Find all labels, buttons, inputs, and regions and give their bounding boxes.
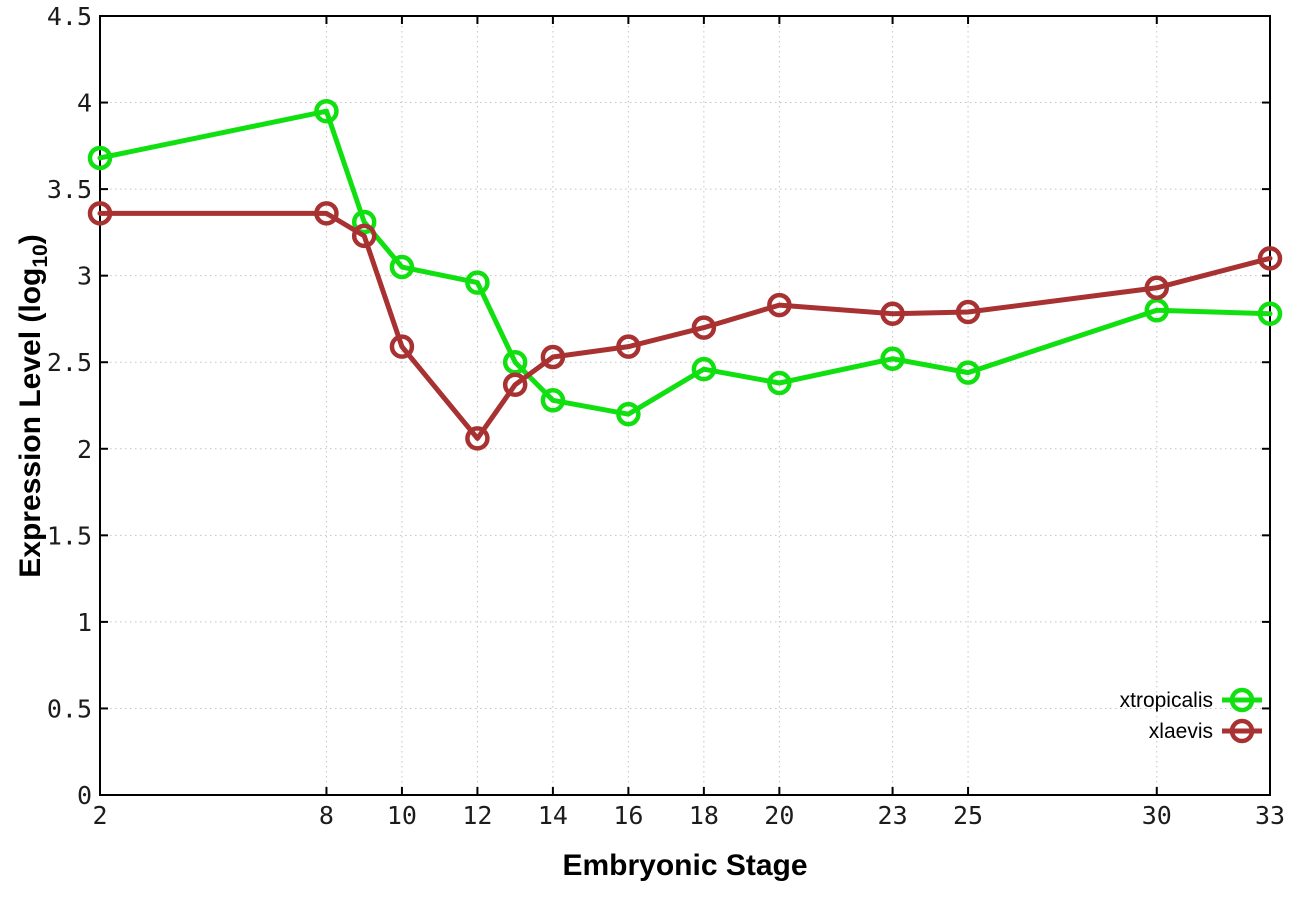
data-point-xlaevis-stage-33: [1257, 246, 1283, 271]
x-tick-label-12: 12: [462, 801, 492, 830]
y-axis-label-subscript: 10: [29, 244, 52, 268]
data-point-xlaevis-stage-23: [880, 301, 905, 327]
data-point-xlaevis-stage-16: [616, 334, 641, 359]
data-point-xtropicalis-stage-25: [955, 360, 981, 385]
legend-label-xtropicalis: xtropicalis: [1120, 689, 1213, 712]
series-line-xtropicalis: [97, 108, 1273, 417]
x-tick-label-25: 25: [953, 801, 983, 830]
y-tick-label-4.5: 4.5: [47, 2, 92, 31]
x-tick-label-16: 16: [613, 801, 643, 830]
data-point-xtropicalis-stage-16: [616, 401, 641, 427]
y-tick-label-4: 4: [77, 89, 92, 118]
data-point-xtropicalis-stage-9: [351, 209, 377, 235]
data-point-xlaevis-stage-25: [955, 299, 981, 325]
data-point-xlaevis-stage-14: [540, 344, 566, 370]
data-point-xtropicalis-stage-8: [314, 98, 339, 124]
y-axis-label-suffix: ): [14, 234, 47, 245]
y-tick-label-1: 1: [77, 608, 92, 637]
x-tick-label-20: 20: [764, 801, 794, 830]
y-tick-label-0: 0: [77, 781, 92, 810]
y-axis-label: Expression Level (log10): [14, 234, 52, 578]
data-point-xtropicalis-stage-30: [1144, 298, 1170, 323]
y-tick-label-1.5: 1.5: [47, 521, 92, 550]
x-tick-label-23: 23: [878, 801, 908, 830]
data-point-xlaevis-stage-8: [314, 201, 339, 226]
data-point-xlaevis-stage-18: [691, 315, 717, 340]
data-point-xtropicalis-stage-13: [502, 349, 528, 375]
data-point-xlaevis-stage-9: [351, 223, 377, 249]
x-tick-label-33: 33: [1255, 801, 1285, 830]
data-point-xtropicalis-stage-33: [1257, 301, 1283, 327]
data-point-xtropicalis-stage-12: [465, 270, 490, 295]
data-point-xtropicalis-stage-14: [540, 388, 566, 413]
x-tick-label-8: 8: [319, 801, 334, 830]
y-tick-label-3.5: 3.5: [47, 175, 92, 204]
y-tick-label-2: 2: [77, 435, 92, 464]
x-tick-label-30: 30: [1142, 801, 1172, 830]
x-tick-label-10: 10: [387, 801, 417, 830]
y-axis-label-text: Expression Level (log: [14, 267, 47, 578]
x-tick-label-14: 14: [538, 801, 568, 830]
data-point-xlaevis-stage-30: [1144, 275, 1170, 301]
data-point-xtropicalis-stage-10: [389, 254, 415, 280]
y-tick-label-3: 3: [77, 262, 92, 291]
series-line-xlaevis: [97, 210, 1273, 441]
data-point-xtropicalis-stage-18: [691, 356, 717, 382]
legend-marker-xlaevis: [1229, 718, 1255, 744]
y-tick-label-0.5: 0.5: [47, 694, 92, 723]
x-tick-label-18: 18: [689, 801, 719, 830]
data-point-xtropicalis-stage-2: [87, 145, 113, 171]
data-point-xtropicalis-stage-20: [767, 370, 792, 396]
y-tick-label-2.5: 2.5: [47, 348, 92, 377]
data-point-xlaevis-stage-20: [767, 292, 792, 318]
data-point-xlaevis-stage-2: [87, 201, 113, 226]
data-point-xlaevis-stage-10: [389, 334, 415, 359]
x-tick-label-2: 2: [92, 801, 107, 830]
x-axis-label: Embryonic Stage: [562, 849, 808, 882]
plot-border: [99, 15, 1271, 796]
legend-label-xlaevis: xlaevis: [1149, 720, 1213, 743]
data-point-xtropicalis-stage-23: [880, 346, 905, 372]
data-point-xlaevis-stage-13: [502, 372, 528, 397]
data-point-xlaevis-stage-12: [465, 426, 490, 451]
legend-marker-xtropicalis: [1229, 687, 1255, 713]
